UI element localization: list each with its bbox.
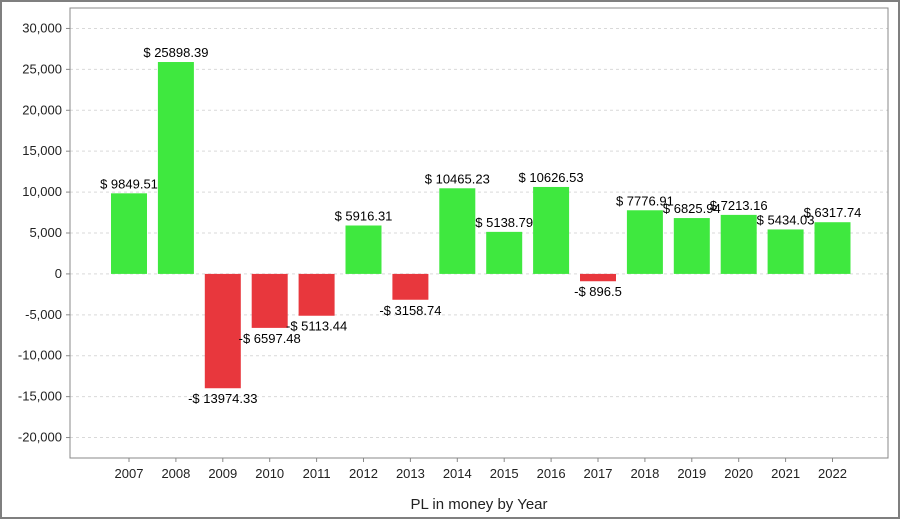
bar-2011 [298,273,335,316]
data-label: $ 9849.51 [100,176,158,191]
y-tick-label: 20,000 [22,102,62,117]
x-tick-label: 2007 [115,466,144,481]
data-label: -$ 6597.48 [239,331,301,346]
x-tick-label: 2020 [724,466,753,481]
bars [111,62,851,389]
y-tick-label: -15,000 [18,389,62,404]
bar-2018 [626,210,663,274]
y-tick-label: 0 [55,266,62,281]
y-tick-label: 25,000 [22,61,62,76]
bar-2008 [157,62,194,274]
data-label: $ 5434.03 [757,212,815,227]
bar-2014 [439,188,476,274]
x-tick-label: 2008 [161,466,190,481]
y-tick-label: 10,000 [22,184,62,199]
y-tick-labels: -20,000 -15,000 -10,000 -5,000 0 5,000 10,000 1… [18,20,62,444]
data-labels: $ 9849.51 $ 25898.39 -$ 13974.33 -$ 6597.48… [100,45,861,406]
x-tick-labels: 2007 2008 2009 2010 2011 2012 2013 2014 2015 2016… [115,458,847,481]
bar-2022 [814,222,851,274]
data-label: $ 7776.91 [616,193,674,208]
y-tick-label: 5,000 [29,225,62,240]
x-tick-label: 2019 [677,466,706,481]
data-label: $ 5916.31 [335,209,393,224]
y-tick-label: -20,000 [18,430,62,445]
y-tick-label: 15,000 [22,143,62,158]
x-tick-label: 2021 [771,466,800,481]
y-tick-label: -10,000 [18,348,62,363]
bar-2015 [486,231,523,274]
data-label: -$ 13974.33 [188,391,257,406]
bar-2020 [720,214,757,274]
bar-2013 [392,273,429,300]
x-tick-label: 2017 [584,466,613,481]
bar-2021 [767,229,804,274]
x-tick-label: 2010 [255,466,284,481]
x-tick-label: 2009 [208,466,237,481]
x-tick-label: 2016 [537,466,566,481]
x-axis-title: PL in money by Year [410,496,547,513]
y-tick-label: -5,000 [25,307,62,322]
x-tick-label: 2018 [630,466,659,481]
data-label: $ 10465.23 [425,171,490,186]
bar-2009 [204,273,241,389]
data-label: $ 7213.16 [710,198,768,213]
y-tick-label: 30,000 [22,20,62,35]
bar-2010 [251,273,288,328]
bar-2016 [533,186,570,274]
data-label: $ 25898.39 [143,45,208,60]
x-tick-label: 2013 [396,466,425,481]
x-tick-label: 2022 [818,466,847,481]
data-label: -$ 896.5 [574,284,622,299]
x-tick-label: 2015 [490,466,519,481]
x-tick-label: 2011 [303,466,331,481]
data-label: $ 6825.94 [663,201,721,216]
bar-2017 [580,273,616,282]
axes [69,8,888,459]
data-label: -$ 5113.44 [286,319,347,334]
data-label: $ 5138.79 [475,215,533,230]
bar-2019 [673,218,710,274]
bar-2012 [345,225,382,274]
x-tick-label: 2012 [349,466,378,481]
x-tick-label: 2014 [443,466,472,481]
data-label: $ 10626.53 [519,170,584,185]
data-label: $ 6317.74 [804,205,862,220]
data-label: -$ 3158.74 [379,303,441,318]
bar-2007 [111,193,147,274]
